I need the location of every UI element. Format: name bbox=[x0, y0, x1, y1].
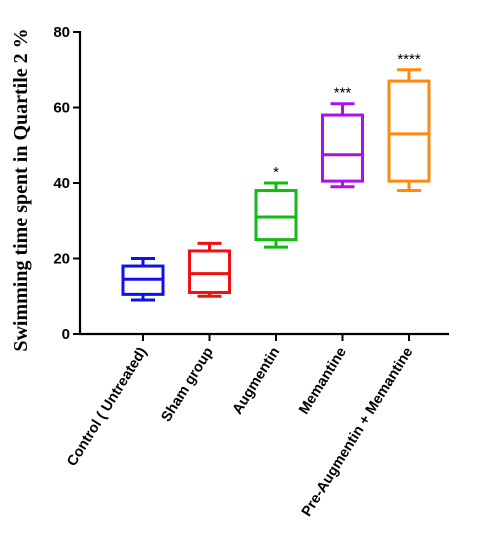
x-tick-labels: Control ( Untreated) Sham group Augmentin M… bbox=[64, 334, 416, 519]
y-tick-label: 40 bbox=[53, 175, 70, 192]
x-tick-label: Control ( Untreated) bbox=[64, 344, 150, 469]
iqr-box bbox=[254, 189, 298, 242]
x-tick-label: Memantine bbox=[296, 345, 350, 418]
box-5 bbox=[387, 68, 431, 193]
box-4 bbox=[321, 102, 364, 189]
iqr-box bbox=[387, 79, 431, 183]
boxes: ******** bbox=[121, 51, 431, 302]
y-axis-label: Swimming time spent in Quartile 2 % bbox=[10, 28, 32, 351]
iqr-box bbox=[188, 249, 231, 294]
box-3 bbox=[254, 181, 298, 249]
y-tick-label: 80 bbox=[53, 24, 70, 41]
significance-label: *** bbox=[334, 85, 352, 102]
x-tick-label: Sham group bbox=[158, 345, 216, 425]
y-tick-label: 20 bbox=[53, 251, 70, 268]
y-tick-label: 0 bbox=[62, 326, 70, 343]
iqr-box bbox=[321, 113, 364, 183]
significance-label: **** bbox=[397, 51, 421, 68]
significance-label: * bbox=[273, 164, 279, 181]
x-tick-label: Pre-Augmentin + Memantine bbox=[299, 345, 417, 520]
y-tick-label: 60 bbox=[53, 100, 70, 117]
box-2 bbox=[188, 241, 231, 298]
axes: 0 20 40 60 80 bbox=[53, 24, 449, 343]
box-1 bbox=[121, 257, 165, 302]
x-tick-label: Augmentin bbox=[230, 345, 284, 418]
